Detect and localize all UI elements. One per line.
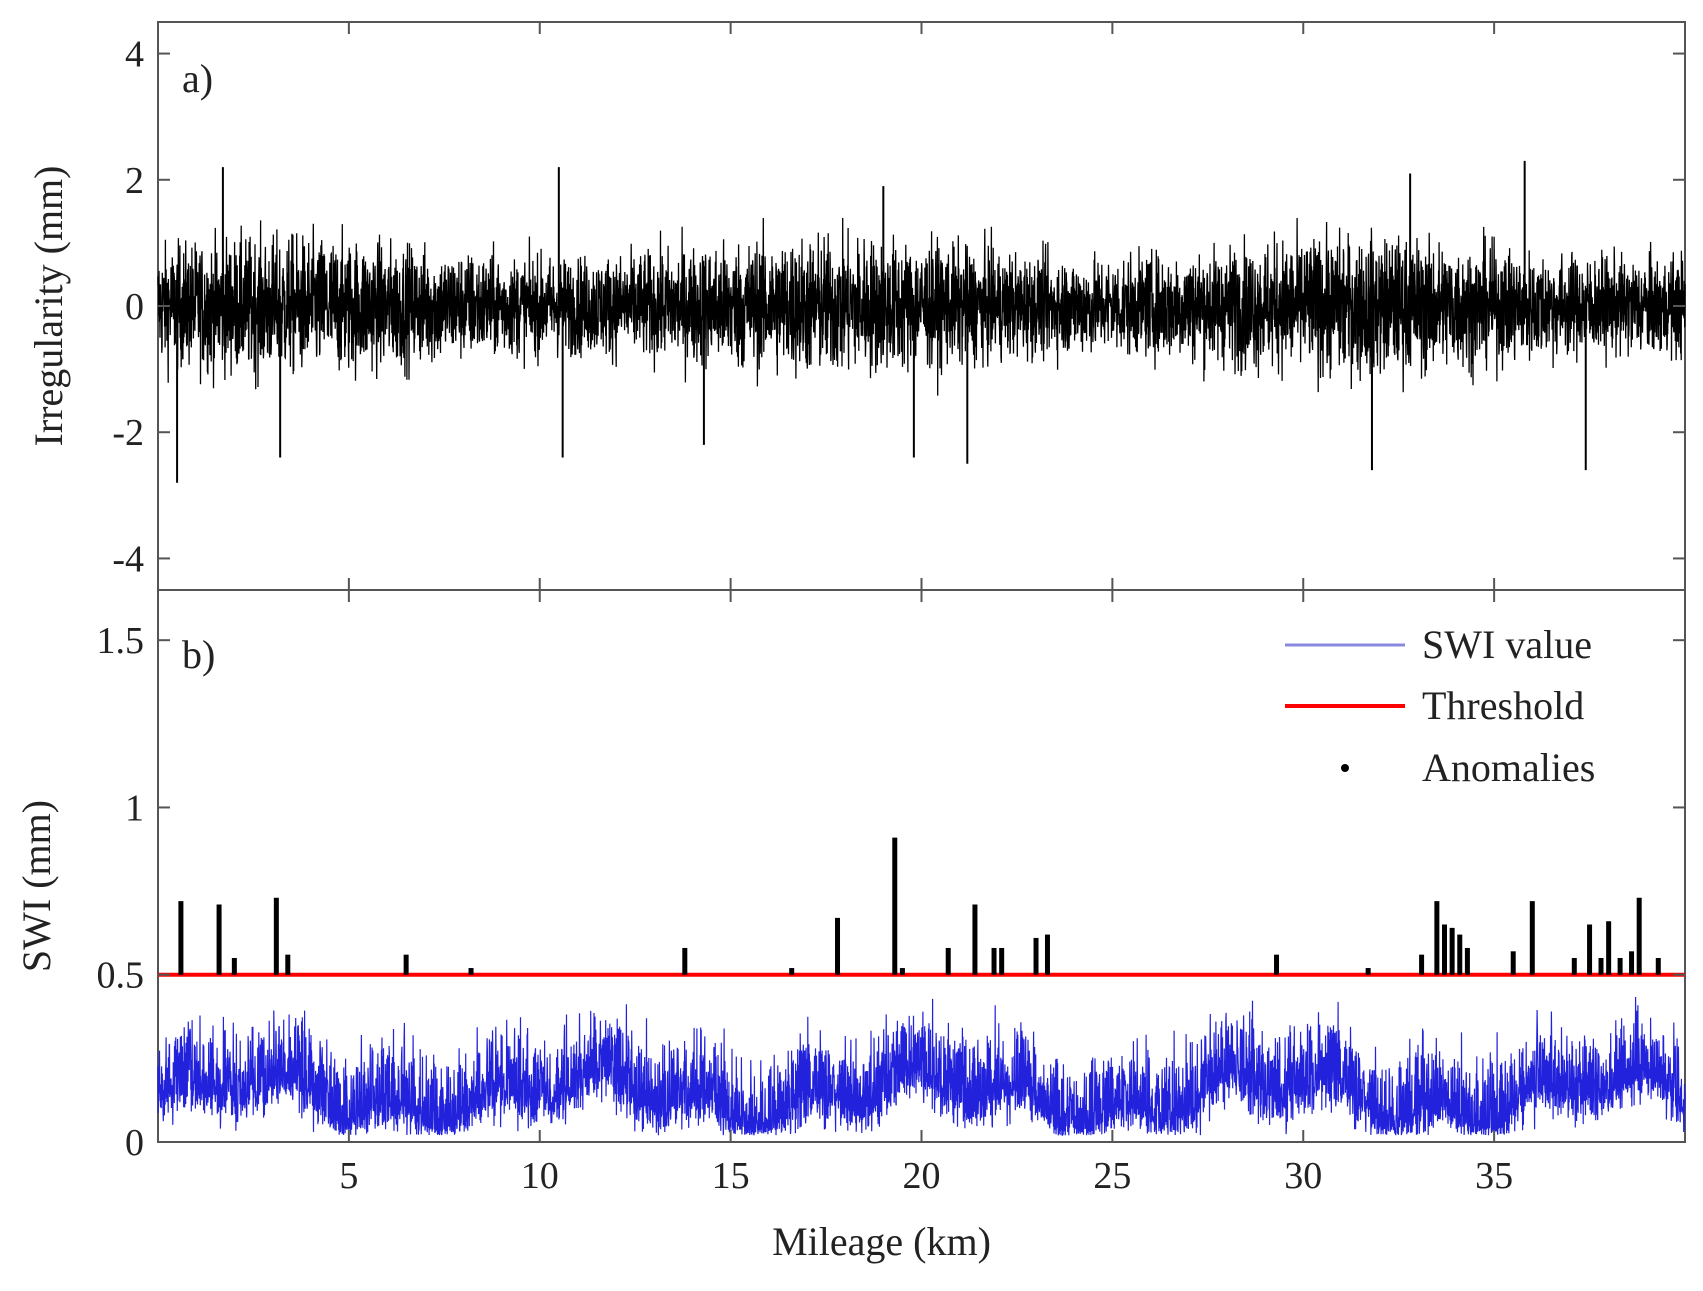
y-tick-label: 1.5 — [97, 620, 145, 662]
irregularity-series — [157, 160, 1686, 483]
x-tick-label: 5 — [339, 1155, 358, 1197]
panel-b-x-ticks: 5 10 15 20 25 30 35 — [339, 590, 1513, 1197]
panel-b-y-ticks: 0 0.5 1 1.5 — [97, 620, 1685, 1164]
irregularity-line — [157, 217, 1686, 396]
anomaly-markers — [178, 837, 1661, 975]
legend-swatch — [1341, 764, 1349, 772]
y-tick-label: 0.5 — [97, 955, 145, 997]
y-tick-label: 4 — [125, 34, 144, 76]
y-tick-label: 2 — [125, 160, 144, 202]
legend: SWI value Threshold Anomalies — [1285, 622, 1595, 790]
legend-label: Anomalies — [1422, 745, 1595, 790]
x-tick-label: 20 — [903, 1155, 941, 1197]
panel-b: 0 0.5 1 1.5 5 10 15 20 25 30 35 b) SWI (mm) Milea… — [14, 589, 1686, 1264]
panel-b-y-axis-label: SWI (mm) — [14, 800, 59, 972]
x-tick-label: 10 — [521, 1155, 559, 1197]
panel-b-tag: b) — [182, 632, 215, 677]
x-tick-label: 30 — [1284, 1155, 1322, 1197]
y-tick-label: 1 — [125, 787, 144, 829]
y-tick-label: 0 — [125, 1122, 144, 1164]
panel-a-y-axis-label: Irregularity (mm) — [26, 166, 71, 447]
x-axis-label: Mileage (km) — [772, 1219, 991, 1264]
legend-label: SWI value — [1422, 622, 1592, 667]
x-tick-label: 15 — [712, 1155, 750, 1197]
panel-a-y-ticks: -4 -2 0 2 4 — [112, 34, 1685, 580]
y-tick-label: 0 — [125, 286, 144, 328]
swi-series — [157, 996, 1686, 1137]
swi-line — [157, 996, 1686, 1137]
y-tick-label: -2 — [112, 412, 144, 454]
panel-a: -4 -2 0 2 4 a) Irregularity (mm) — [26, 21, 1686, 591]
legend-label: Threshold — [1422, 683, 1584, 728]
y-tick-label: -4 — [112, 538, 144, 580]
x-tick-label: 25 — [1093, 1155, 1131, 1197]
panel-a-x-ticks — [347, 22, 1496, 590]
x-tick-label: 35 — [1475, 1155, 1513, 1197]
panel-a-tag: a) — [182, 56, 213, 101]
